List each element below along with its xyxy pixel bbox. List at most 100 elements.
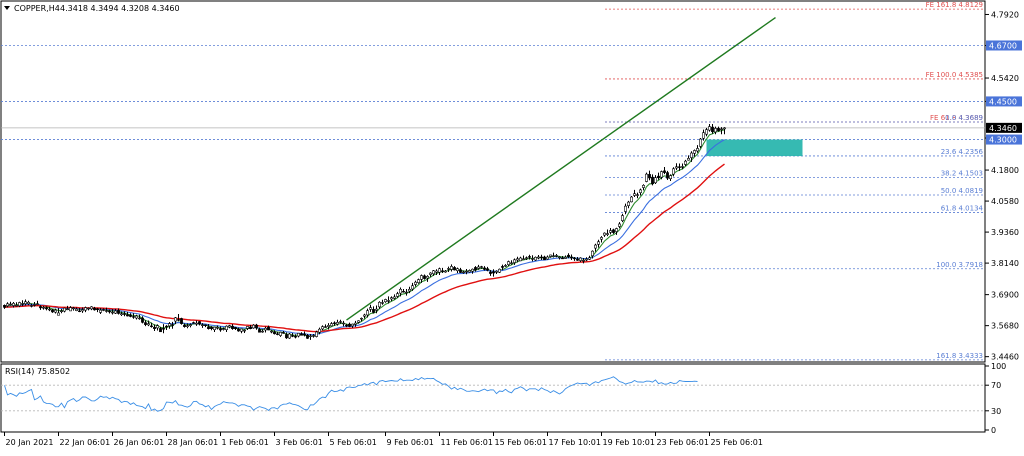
candle-body[interactable] — [585, 258, 588, 261]
candle-body[interactable] — [216, 327, 219, 329]
candle-body[interactable] — [252, 324, 255, 329]
candle-body[interactable] — [594, 244, 597, 249]
candle-body[interactable] — [648, 174, 651, 179]
candle-body[interactable] — [444, 270, 447, 273]
candle-body[interactable] — [549, 254, 552, 257]
candle-body[interactable] — [108, 310, 111, 313]
candle-body[interactable] — [396, 293, 399, 297]
candle-body[interactable] — [354, 322, 357, 325]
candle-body[interactable] — [243, 329, 246, 332]
candle-body[interactable] — [720, 128, 723, 130]
candle-body[interactable] — [117, 310, 120, 314]
candle-body[interactable] — [606, 233, 609, 235]
candle-body[interactable] — [12, 302, 15, 306]
candle-body[interactable] — [57, 312, 60, 316]
candle-body[interactable] — [237, 328, 240, 332]
candle-body[interactable] — [120, 313, 123, 316]
candle-body[interactable] — [279, 331, 282, 336]
candle-body[interactable] — [51, 309, 54, 313]
candle-body[interactable] — [81, 309, 84, 312]
candle-body[interactable] — [282, 332, 285, 334]
candle-body[interactable] — [72, 307, 75, 309]
candle-body[interactable] — [696, 148, 699, 152]
candle-body[interactable] — [552, 255, 555, 257]
candle-body[interactable] — [96, 308, 99, 310]
candle-body[interactable] — [348, 323, 351, 327]
candle-body[interactable] — [270, 330, 273, 333]
candle-body[interactable] — [426, 276, 429, 279]
candle-body[interactable] — [366, 310, 369, 316]
candle-body[interactable] — [531, 258, 534, 260]
candle-body[interactable] — [87, 307, 90, 310]
candle-body[interactable] — [654, 177, 657, 184]
candle-body[interactable] — [504, 265, 507, 267]
candle-body[interactable] — [615, 228, 618, 232]
candle-body[interactable] — [222, 328, 225, 330]
candle-body[interactable] — [459, 269, 462, 273]
candle-body[interactable] — [672, 168, 675, 175]
candle-body[interactable] — [372, 309, 375, 313]
candle-body[interactable] — [291, 335, 294, 337]
candle-body[interactable] — [318, 328, 321, 333]
candle-body[interactable] — [21, 303, 24, 305]
candle-body[interactable] — [30, 305, 33, 307]
candle-body[interactable] — [660, 171, 663, 178]
candle-body[interactable] — [351, 323, 354, 327]
candle-body[interactable] — [471, 268, 474, 272]
candle-body[interactable] — [36, 303, 39, 305]
candle-body[interactable] — [717, 128, 720, 131]
candle-body[interactable] — [48, 308, 51, 311]
candle-body[interactable] — [393, 296, 396, 299]
candle-body[interactable] — [663, 170, 666, 173]
candle-body[interactable] — [669, 175, 672, 180]
candle-body[interactable] — [705, 129, 708, 135]
candle-body[interactable] — [333, 322, 336, 324]
candle-body[interactable] — [597, 241, 600, 245]
candle-body[interactable] — [534, 256, 537, 261]
candle-body[interactable] — [357, 320, 360, 323]
candle-body[interactable] — [369, 307, 372, 310]
candle-body[interactable] — [360, 317, 363, 320]
candle-body[interactable] — [264, 327, 267, 331]
candle-body[interactable] — [42, 307, 45, 309]
candle-body[interactable] — [198, 321, 201, 325]
candle-body[interactable] — [330, 323, 333, 327]
candle-body[interactable] — [387, 300, 390, 302]
candle-body[interactable] — [363, 314, 366, 317]
candle-body[interactable] — [390, 297, 393, 300]
candle-body[interactable] — [435, 270, 438, 273]
candle-body[interactable] — [465, 270, 468, 273]
candle-body[interactable] — [189, 324, 192, 326]
candle-body[interactable] — [489, 271, 492, 274]
candle-body[interactable] — [39, 306, 42, 309]
candle-body[interactable] — [519, 257, 522, 262]
candle-body[interactable] — [231, 325, 234, 329]
candle-body[interactable] — [618, 223, 621, 227]
candle-body[interactable] — [525, 257, 528, 259]
candle-body[interactable] — [147, 323, 150, 326]
candle-body[interactable] — [588, 257, 591, 260]
candle-body[interactable] — [420, 275, 423, 280]
candle-body[interactable] — [513, 259, 516, 263]
candle-body[interactable] — [234, 327, 237, 329]
candle-body[interactable] — [327, 325, 330, 327]
candle-body[interactable] — [18, 302, 21, 307]
candle-body[interactable] — [573, 257, 576, 260]
candle-body[interactable] — [450, 266, 453, 270]
candle-body[interactable] — [495, 270, 498, 273]
candle-body[interactable] — [201, 324, 204, 326]
candle-body[interactable] — [438, 268, 441, 273]
candle-body[interactable] — [312, 335, 315, 337]
candle-body[interactable] — [399, 288, 402, 294]
candle-body[interactable] — [579, 257, 582, 261]
candle-body[interactable] — [303, 333, 306, 336]
candle-body[interactable] — [381, 302, 384, 304]
candle-body[interactable] — [63, 307, 66, 312]
candle-body[interactable] — [315, 331, 318, 337]
candle-body[interactable] — [639, 189, 642, 193]
candle-body[interactable] — [180, 318, 183, 324]
candle-body[interactable] — [699, 138, 702, 147]
candle-body[interactable] — [651, 176, 654, 185]
candle-body[interactable] — [408, 288, 411, 292]
candle-body[interactable] — [285, 334, 288, 339]
